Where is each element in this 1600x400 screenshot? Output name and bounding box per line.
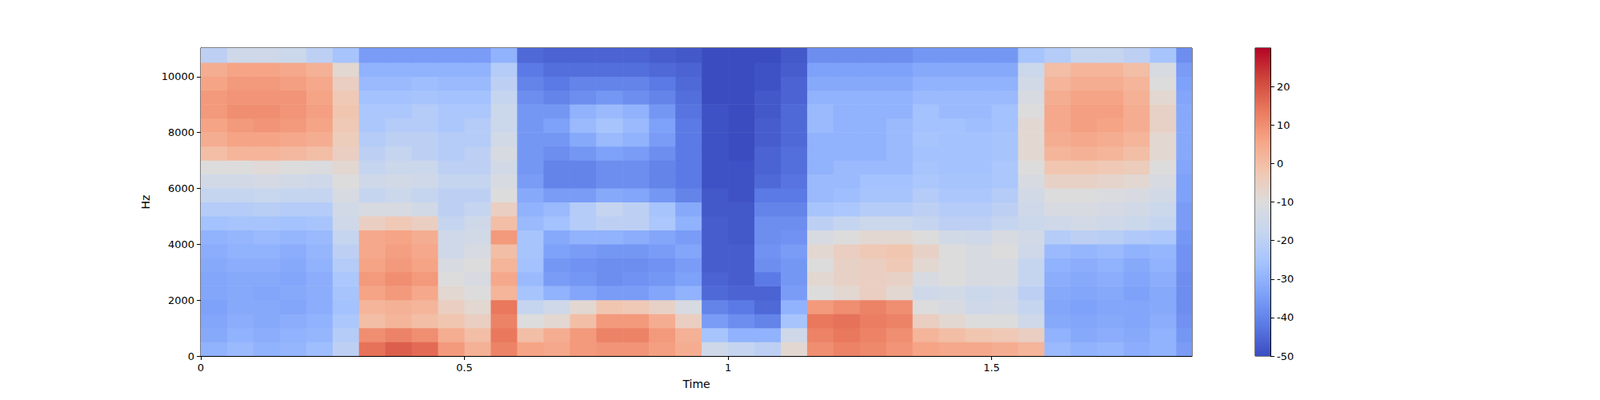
svg-text:Hz: Hz: [139, 195, 152, 210]
svg-text:0: 0: [1276, 157, 1284, 170]
svg-text:1: 1: [724, 361, 732, 374]
svg-text:-40: -40: [1276, 311, 1294, 324]
svg-text:0: 0: [197, 361, 204, 374]
svg-text:Time: Time: [681, 377, 710, 391]
svg-text:-20: -20: [1276, 234, 1294, 247]
svg-text:0: 0: [188, 350, 195, 363]
svg-text:0.5: 0.5: [456, 361, 473, 374]
svg-text:-50: -50: [1276, 350, 1294, 363]
svg-text:10: 10: [1276, 119, 1291, 132]
svg-text:8000: 8000: [168, 126, 195, 139]
svg-text:4000: 4000: [168, 238, 195, 251]
svg-text:2000: 2000: [168, 294, 195, 307]
svg-text:6000: 6000: [168, 182, 195, 195]
svg-text:-10: -10: [1276, 196, 1294, 208]
svg-text:10000: 10000: [161, 70, 195, 83]
svg-text:-30: -30: [1276, 272, 1294, 285]
svg-text:1.5: 1.5: [983, 361, 1000, 374]
svg-text:20: 20: [1276, 80, 1291, 93]
